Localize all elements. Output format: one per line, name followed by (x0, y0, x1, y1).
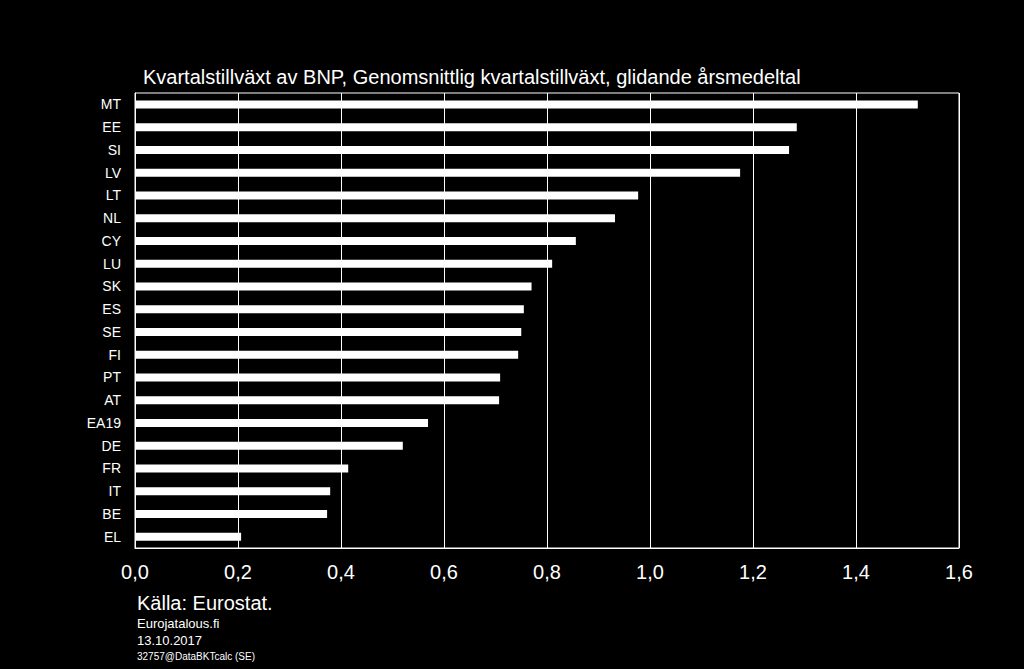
svg-text:1,2: 1,2 (739, 561, 767, 583)
svg-text:0,8: 0,8 (533, 561, 561, 583)
svg-text:MT: MT (101, 96, 122, 112)
svg-text:LU: LU (103, 256, 121, 272)
svg-text:PT: PT (103, 369, 121, 385)
svg-text:EA19: EA19 (87, 415, 121, 431)
svg-text:0,2: 0,2 (224, 561, 252, 583)
svg-text:Kvartalstillväxt av BNP, Genom: Kvartalstillväxt av BNP, Genomsnittlig k… (143, 66, 801, 88)
svg-text:EE: EE (102, 119, 121, 135)
svg-text:EL: EL (104, 529, 121, 545)
svg-text:32757@DataBKTcalc (SE): 32757@DataBKTcalc (SE) (137, 651, 255, 662)
svg-text:FR: FR (102, 460, 121, 476)
svg-text:NL: NL (103, 210, 121, 226)
svg-text:0,0: 0,0 (121, 561, 149, 583)
svg-text:DE: DE (102, 438, 121, 454)
svg-text:BE: BE (102, 506, 121, 522)
svg-text:0,6: 0,6 (430, 561, 458, 583)
svg-text:LT: LT (106, 187, 122, 203)
svg-text:Eurojatalous.fi: Eurojatalous.fi (137, 616, 219, 631)
svg-text:LV: LV (105, 165, 122, 181)
svg-text:SI: SI (108, 142, 121, 158)
svg-text:FI: FI (109, 347, 121, 363)
svg-text:SE: SE (102, 324, 121, 340)
svg-text:1,6: 1,6 (945, 561, 973, 583)
svg-text:13.10.2017: 13.10.2017 (137, 633, 202, 648)
svg-text:ES: ES (102, 301, 121, 317)
svg-text:SK: SK (102, 278, 121, 294)
svg-text:AT: AT (104, 392, 121, 408)
svg-text:Källa: Eurostat.: Källa: Eurostat. (137, 592, 273, 614)
svg-text:IT: IT (109, 483, 122, 499)
svg-text:1,0: 1,0 (636, 561, 664, 583)
svg-text:CY: CY (102, 233, 122, 249)
svg-text:0,4: 0,4 (327, 561, 355, 583)
svg-text:1,4: 1,4 (842, 561, 870, 583)
